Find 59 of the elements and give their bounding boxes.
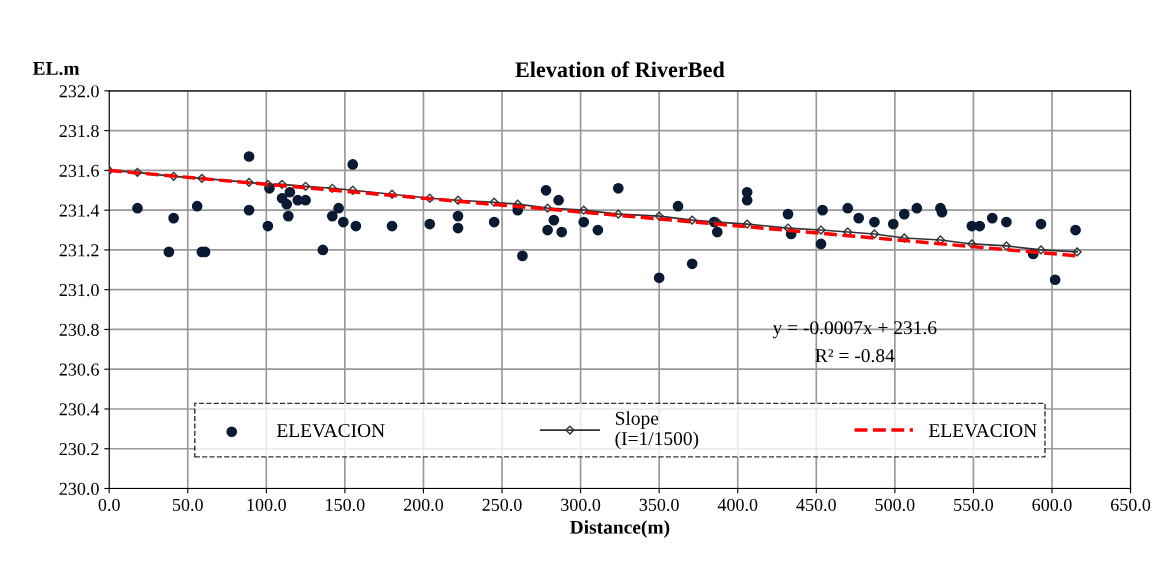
point — [654, 211, 664, 221]
annotation: y = -0.0007x + 231.6 — [772, 321, 937, 339]
x-tick-label: 500.0 — [875, 498, 915, 511]
point — [387, 189, 397, 199]
point — [263, 179, 273, 189]
x-tick-label: 0.0 — [98, 498, 120, 511]
x-tick-label: 150.0 — [326, 498, 365, 511]
point — [453, 195, 463, 205]
point — [1072, 247, 1082, 257]
point — [244, 177, 254, 187]
point — [277, 179, 287, 189]
y-tick-label: 230.6 — [59, 363, 99, 376]
point — [967, 239, 977, 249]
x-tick-label: 50.0 — [173, 498, 203, 511]
x-tick-label: 400.0 — [717, 498, 758, 511]
y-tick-label: 231.6 — [59, 164, 99, 177]
x-tick-label: 600.0 — [1032, 498, 1072, 511]
legend-label: ELEVACION — [276, 424, 385, 438]
point — [816, 225, 826, 235]
y-axis-title: EL.m — [32, 62, 80, 76]
y-tick-label: 230.0 — [59, 482, 99, 495]
x-tick-label: 200.0 — [403, 498, 444, 511]
point — [300, 181, 311, 191]
x-tick-label: 250.0 — [482, 498, 522, 511]
x-tick-label: 100.0 — [247, 498, 286, 511]
point — [899, 233, 909, 243]
y-tick-label: 230.4 — [59, 403, 100, 416]
y-tick-label: 231.4 — [59, 204, 100, 217]
x-tick-label: 650.0 — [1111, 498, 1151, 511]
point — [579, 205, 589, 215]
y-tick-label: 231.0 — [59, 283, 99, 297]
legend-label: ELEVACION — [929, 424, 1037, 438]
y-tick-label: 230.2 — [59, 442, 99, 456]
x-tick-label: 450.0 — [796, 498, 836, 511]
point — [327, 183, 337, 193]
point — [348, 185, 358, 195]
legend-label: Slope (I=1/1500) — [615, 411, 699, 450]
y-tick-label: 231.2 — [59, 244, 99, 257]
x-tick-label: 350.0 — [639, 498, 679, 511]
point — [425, 193, 435, 203]
point — [489, 197, 499, 207]
point — [1001, 241, 1012, 251]
point — [613, 209, 623, 219]
annotation: R² = -0.84 — [815, 349, 895, 363]
point — [742, 219, 752, 229]
point — [1036, 245, 1046, 255]
y-tick-label: 231.8 — [59, 124, 99, 138]
x-axis-title: Distance(m) — [570, 520, 670, 538]
point — [869, 229, 880, 239]
y-tick-label: 232.0 — [59, 85, 99, 98]
point — [168, 171, 179, 181]
point — [197, 173, 207, 183]
point — [542, 203, 553, 213]
point — [687, 215, 697, 225]
x-tick-label: 550.0 — [954, 498, 994, 511]
y-tick-label: 230.8 — [59, 323, 99, 336]
point — [783, 223, 793, 233]
x-tick-label: 300.0 — [561, 498, 601, 511]
chart-title: Elevation of RiverBed — [515, 61, 725, 78]
